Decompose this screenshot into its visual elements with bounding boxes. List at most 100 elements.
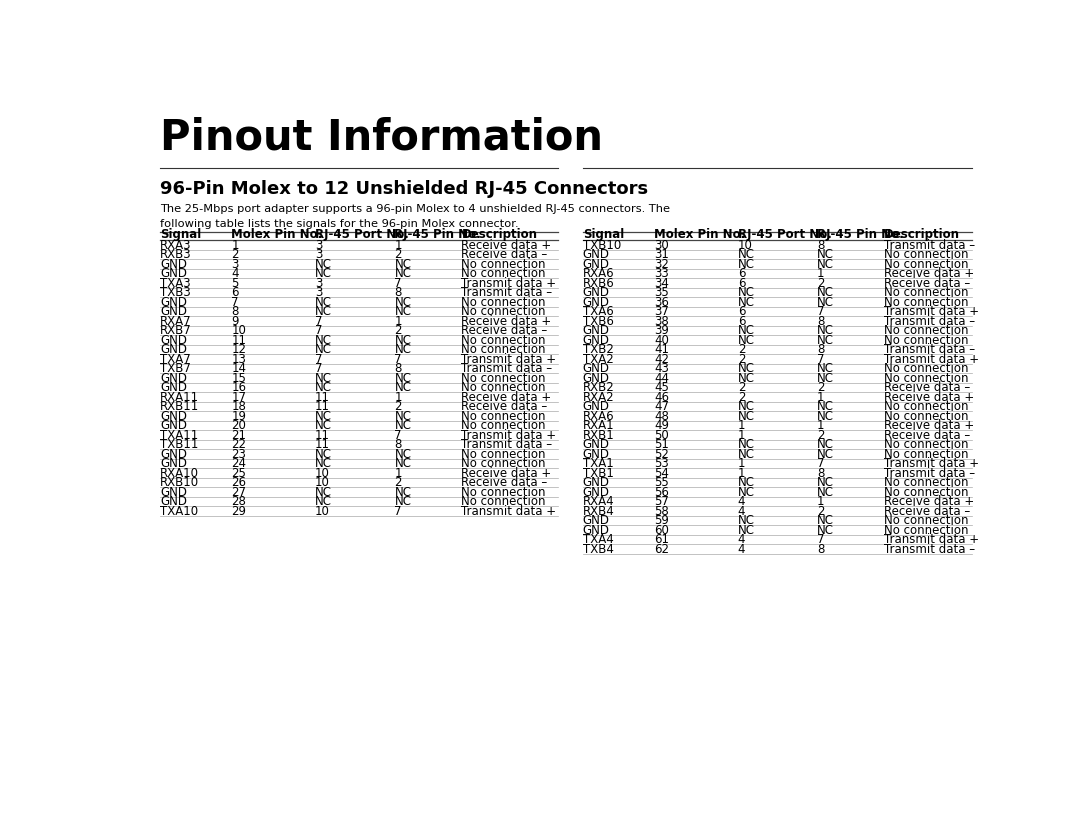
Text: Molex Pin No.: Molex Pin No. (231, 229, 323, 241)
Text: 4: 4 (738, 505, 745, 518)
Text: 34: 34 (653, 277, 669, 290)
Text: 1: 1 (738, 457, 745, 470)
Text: 36: 36 (653, 296, 669, 309)
Text: TXB2: TXB2 (583, 344, 613, 356)
Text: 31: 31 (653, 249, 669, 261)
Text: NC: NC (394, 344, 411, 356)
Text: GND: GND (583, 400, 610, 414)
Text: No connection: No connection (461, 305, 545, 319)
Text: 1: 1 (738, 429, 745, 442)
Text: NC: NC (394, 372, 411, 384)
Text: 1: 1 (738, 467, 745, 480)
Text: 6: 6 (738, 305, 745, 319)
Text: No connection: No connection (885, 515, 969, 527)
Text: Transmit data +: Transmit data + (461, 353, 556, 366)
Text: 96-Pin Molex to 12 Unshielded RJ-45 Connectors: 96-Pin Molex to 12 Unshielded RJ-45 Conn… (160, 180, 648, 198)
Text: 3: 3 (315, 249, 322, 261)
Text: 17: 17 (231, 391, 246, 404)
Text: RJ-45 Pin No.: RJ-45 Pin No. (394, 229, 482, 241)
Text: 49: 49 (653, 420, 669, 432)
Text: TXB3: TXB3 (160, 286, 191, 299)
Text: Receive data –: Receive data – (885, 429, 970, 442)
Text: Transmit data –: Transmit data – (461, 286, 553, 299)
Text: 6: 6 (738, 277, 745, 290)
Text: 28: 28 (231, 495, 246, 509)
Text: 8: 8 (818, 543, 824, 556)
Text: RXB2: RXB2 (583, 381, 615, 394)
Text: 4: 4 (231, 268, 239, 280)
Text: 10: 10 (315, 505, 329, 518)
Text: Receive data +: Receive data + (885, 495, 974, 509)
Text: 15: 15 (231, 372, 246, 384)
Text: 4: 4 (738, 543, 745, 556)
Text: NC: NC (394, 457, 411, 470)
Text: GND: GND (160, 344, 187, 356)
Text: Receive data +: Receive data + (885, 420, 974, 432)
Text: 7: 7 (394, 277, 402, 290)
Text: The 25-Mbps port adapter supports a 96-pin Molex to 4 unshielded RJ-45 connector: The 25-Mbps port adapter supports a 96-p… (160, 204, 670, 229)
Text: NC: NC (738, 324, 755, 337)
Text: GND: GND (583, 324, 610, 337)
Text: Receive data +: Receive data + (461, 315, 552, 328)
Text: 2: 2 (738, 381, 745, 394)
Text: No connection: No connection (461, 448, 545, 461)
Text: 4: 4 (738, 534, 745, 546)
Text: Receive data +: Receive data + (461, 467, 552, 480)
Text: 3: 3 (315, 277, 322, 290)
Text: No connection: No connection (461, 420, 545, 432)
Text: Receive data –: Receive data – (461, 249, 548, 261)
Text: No connection: No connection (885, 249, 969, 261)
Text: Description: Description (461, 229, 538, 241)
Text: 6: 6 (231, 286, 239, 299)
Text: TXA6: TXA6 (583, 305, 613, 319)
Text: 7: 7 (818, 457, 825, 470)
Text: 10: 10 (738, 239, 753, 252)
Text: TXA2: TXA2 (583, 353, 613, 366)
Text: No connection: No connection (461, 268, 545, 280)
Text: 2: 2 (394, 400, 402, 414)
Text: GND: GND (583, 524, 610, 537)
Text: RXA6: RXA6 (583, 409, 615, 423)
Text: Receive data +: Receive data + (461, 239, 552, 252)
Text: 58: 58 (653, 505, 669, 518)
Text: TXB6: TXB6 (583, 315, 613, 328)
Text: TXB11: TXB11 (160, 439, 199, 451)
Text: 10: 10 (231, 324, 246, 337)
Text: GND: GND (583, 286, 610, 299)
Text: GND: GND (160, 457, 187, 470)
Text: GND: GND (583, 476, 610, 490)
Text: Signal: Signal (583, 229, 624, 241)
Text: RXA4: RXA4 (583, 495, 615, 509)
Text: 29: 29 (231, 505, 246, 518)
Text: GND: GND (583, 249, 610, 261)
Text: 26: 26 (231, 476, 246, 490)
Text: RXB7: RXB7 (160, 324, 192, 337)
Text: Pinout Information: Pinout Information (160, 116, 603, 158)
Text: NC: NC (738, 296, 755, 309)
Text: RXA1: RXA1 (583, 420, 615, 432)
Text: 44: 44 (653, 372, 669, 384)
Text: NC: NC (738, 409, 755, 423)
Text: GND: GND (160, 495, 187, 509)
Text: 19: 19 (231, 409, 246, 423)
Text: 1: 1 (818, 391, 825, 404)
Text: TXB1: TXB1 (583, 467, 613, 480)
Text: 52: 52 (653, 448, 669, 461)
Text: 21: 21 (231, 429, 246, 442)
Text: 47: 47 (653, 400, 669, 414)
Text: Transmit data +: Transmit data + (461, 505, 556, 518)
Text: 1: 1 (394, 391, 402, 404)
Text: NC: NC (394, 420, 411, 432)
Text: NC: NC (315, 495, 332, 509)
Text: GND: GND (583, 334, 610, 347)
Text: NC: NC (818, 515, 834, 527)
Text: No connection: No connection (885, 334, 969, 347)
Text: 45: 45 (653, 381, 669, 394)
Text: 42: 42 (653, 353, 669, 366)
Text: No connection: No connection (461, 381, 545, 394)
Text: 7: 7 (315, 324, 323, 337)
Text: GND: GND (160, 409, 187, 423)
Text: 8: 8 (394, 286, 402, 299)
Text: RXA2: RXA2 (583, 391, 615, 404)
Text: GND: GND (160, 334, 187, 347)
